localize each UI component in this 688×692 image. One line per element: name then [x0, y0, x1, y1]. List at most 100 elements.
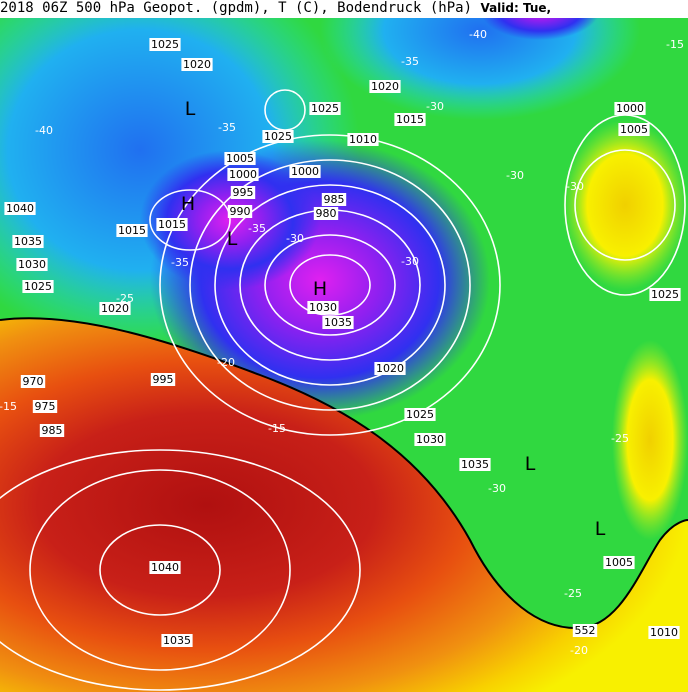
- pressure-label-box: [32, 400, 58, 413]
- pressure-label-box: [321, 193, 347, 206]
- pressure-label: 1020: [101, 302, 129, 315]
- isobar: [159, 134, 501, 436]
- pressure-label: 1025: [264, 130, 292, 143]
- pressure-label-box: [369, 80, 401, 93]
- pressure-label: 1000: [229, 168, 257, 181]
- pressure-label: 995: [233, 186, 254, 199]
- pressure-label-box: [394, 113, 426, 126]
- pressure-label-box: [262, 130, 294, 143]
- pressure-label: 1035: [163, 634, 191, 647]
- temperature-label: -30: [426, 100, 444, 113]
- pressure-label: 1000: [616, 102, 644, 115]
- isobar: [289, 254, 371, 316]
- pressure-label: 1010: [349, 133, 377, 146]
- temperature-label: -30: [286, 232, 304, 245]
- pressure-label: 1015: [118, 224, 146, 237]
- pressure-label: 980: [316, 207, 337, 220]
- pressure-label: 1025: [311, 102, 339, 115]
- temperature-label: -30: [506, 169, 524, 182]
- pressure-label-box: [313, 207, 339, 220]
- title-text: 2018 06Z 500 hPa Geopot. (gpdm), T (C), …: [0, 0, 473, 16]
- pressure-label: 1010: [650, 626, 678, 639]
- temperature-label: -35: [218, 121, 236, 134]
- temperature-label: -20: [217, 356, 235, 369]
- pressure-label-box: [603, 556, 635, 569]
- pressure-label: 1020: [376, 362, 404, 375]
- pressure-label-box: [4, 202, 36, 215]
- pressure-label-box: [39, 424, 65, 437]
- pressure-label-box: [322, 316, 354, 329]
- warm-region-southeast: [612, 340, 688, 540]
- valid-time: Valid: Tue,: [480, 1, 552, 15]
- low-center-marker: L: [525, 453, 536, 475]
- pressure-label-box: [309, 102, 341, 115]
- pressure-label-box: [227, 168, 259, 181]
- pressure-label-box: [230, 186, 256, 199]
- pressure-label: 1025: [151, 38, 179, 51]
- pressure-label-box: [20, 375, 46, 388]
- temperature-label: -35: [171, 256, 189, 269]
- isobar: [29, 469, 291, 671]
- pressure-label: 1005: [226, 152, 254, 165]
- pressure-label-box: [224, 152, 256, 165]
- pressure-label: 985: [42, 424, 63, 437]
- warm-air-mass: [0, 318, 688, 692]
- isobar: [214, 184, 446, 386]
- pressure-label: 1005: [605, 556, 633, 569]
- low-center-marker: L: [185, 98, 196, 120]
- pressure-label-box: [149, 561, 181, 574]
- pressure-label-box: [374, 362, 406, 375]
- contour-552-label: 552: [575, 624, 596, 637]
- pressure-label: 1030: [416, 433, 444, 446]
- pressure-label-box: [149, 38, 181, 51]
- labels: 1025 1020 1025 1020 1015 1025 1010 1005 1000 995 9…: [0, 28, 684, 657]
- temperature-label: -25: [116, 292, 134, 305]
- pressure-label: 1035: [14, 235, 42, 248]
- temperature-label: -15: [268, 422, 286, 435]
- pressure-label: 1015: [158, 218, 186, 231]
- pressure-label-box: [227, 205, 253, 218]
- pressure-label-box: [347, 133, 379, 146]
- isobar: [574, 149, 676, 261]
- temperature-label: -15: [0, 400, 17, 413]
- pressure-label: 1025: [651, 288, 679, 301]
- pressure-label: 1005: [620, 123, 648, 136]
- pressure-label: 1040: [6, 202, 34, 215]
- pressure-label-box: [99, 302, 131, 315]
- pressure-label-box: [614, 102, 646, 115]
- temperature-label: -20: [570, 644, 588, 657]
- pressure-label: 1030: [18, 258, 46, 271]
- low-center-marker: L: [227, 228, 238, 250]
- pressure-label-box: [150, 373, 176, 386]
- pressure-label-box: [414, 433, 446, 446]
- temperature-label: -30: [401, 255, 419, 268]
- pressure-label-box: [649, 288, 681, 301]
- pressure-label-box: [116, 224, 148, 237]
- pressure-label: 1025: [406, 408, 434, 421]
- temperature-label: -35: [401, 55, 419, 68]
- temperature-label: -15: [666, 38, 684, 51]
- temperature-label: -25: [564, 587, 582, 600]
- pressure-label-box: [459, 458, 491, 471]
- isobar: [264, 234, 396, 336]
- contour-552-label-box: [572, 624, 598, 637]
- isobar: [99, 524, 221, 616]
- pressure-label-box: [289, 165, 321, 178]
- pressure-label-box: [156, 218, 188, 231]
- pressure-label-box: [404, 408, 436, 421]
- low-center-marker: L: [595, 518, 606, 540]
- pressure-label: 985: [324, 193, 345, 206]
- pressure-label: 1015: [396, 113, 424, 126]
- pressure-label-box: [22, 280, 54, 293]
- pressure-label: 1030: [309, 301, 337, 314]
- temperature-label: -35: [248, 222, 266, 235]
- pressure-label: 1020: [183, 58, 211, 71]
- pressure-label-box: [648, 626, 680, 639]
- isobar: [0, 449, 361, 691]
- pressure-label: 995: [153, 373, 174, 386]
- map-title: 2018 06Z 500 hPa Geopot. (gpdm), T (C), …: [0, 0, 688, 18]
- pressure-label: 1000: [291, 165, 319, 178]
- high-center-marker: H: [313, 278, 327, 300]
